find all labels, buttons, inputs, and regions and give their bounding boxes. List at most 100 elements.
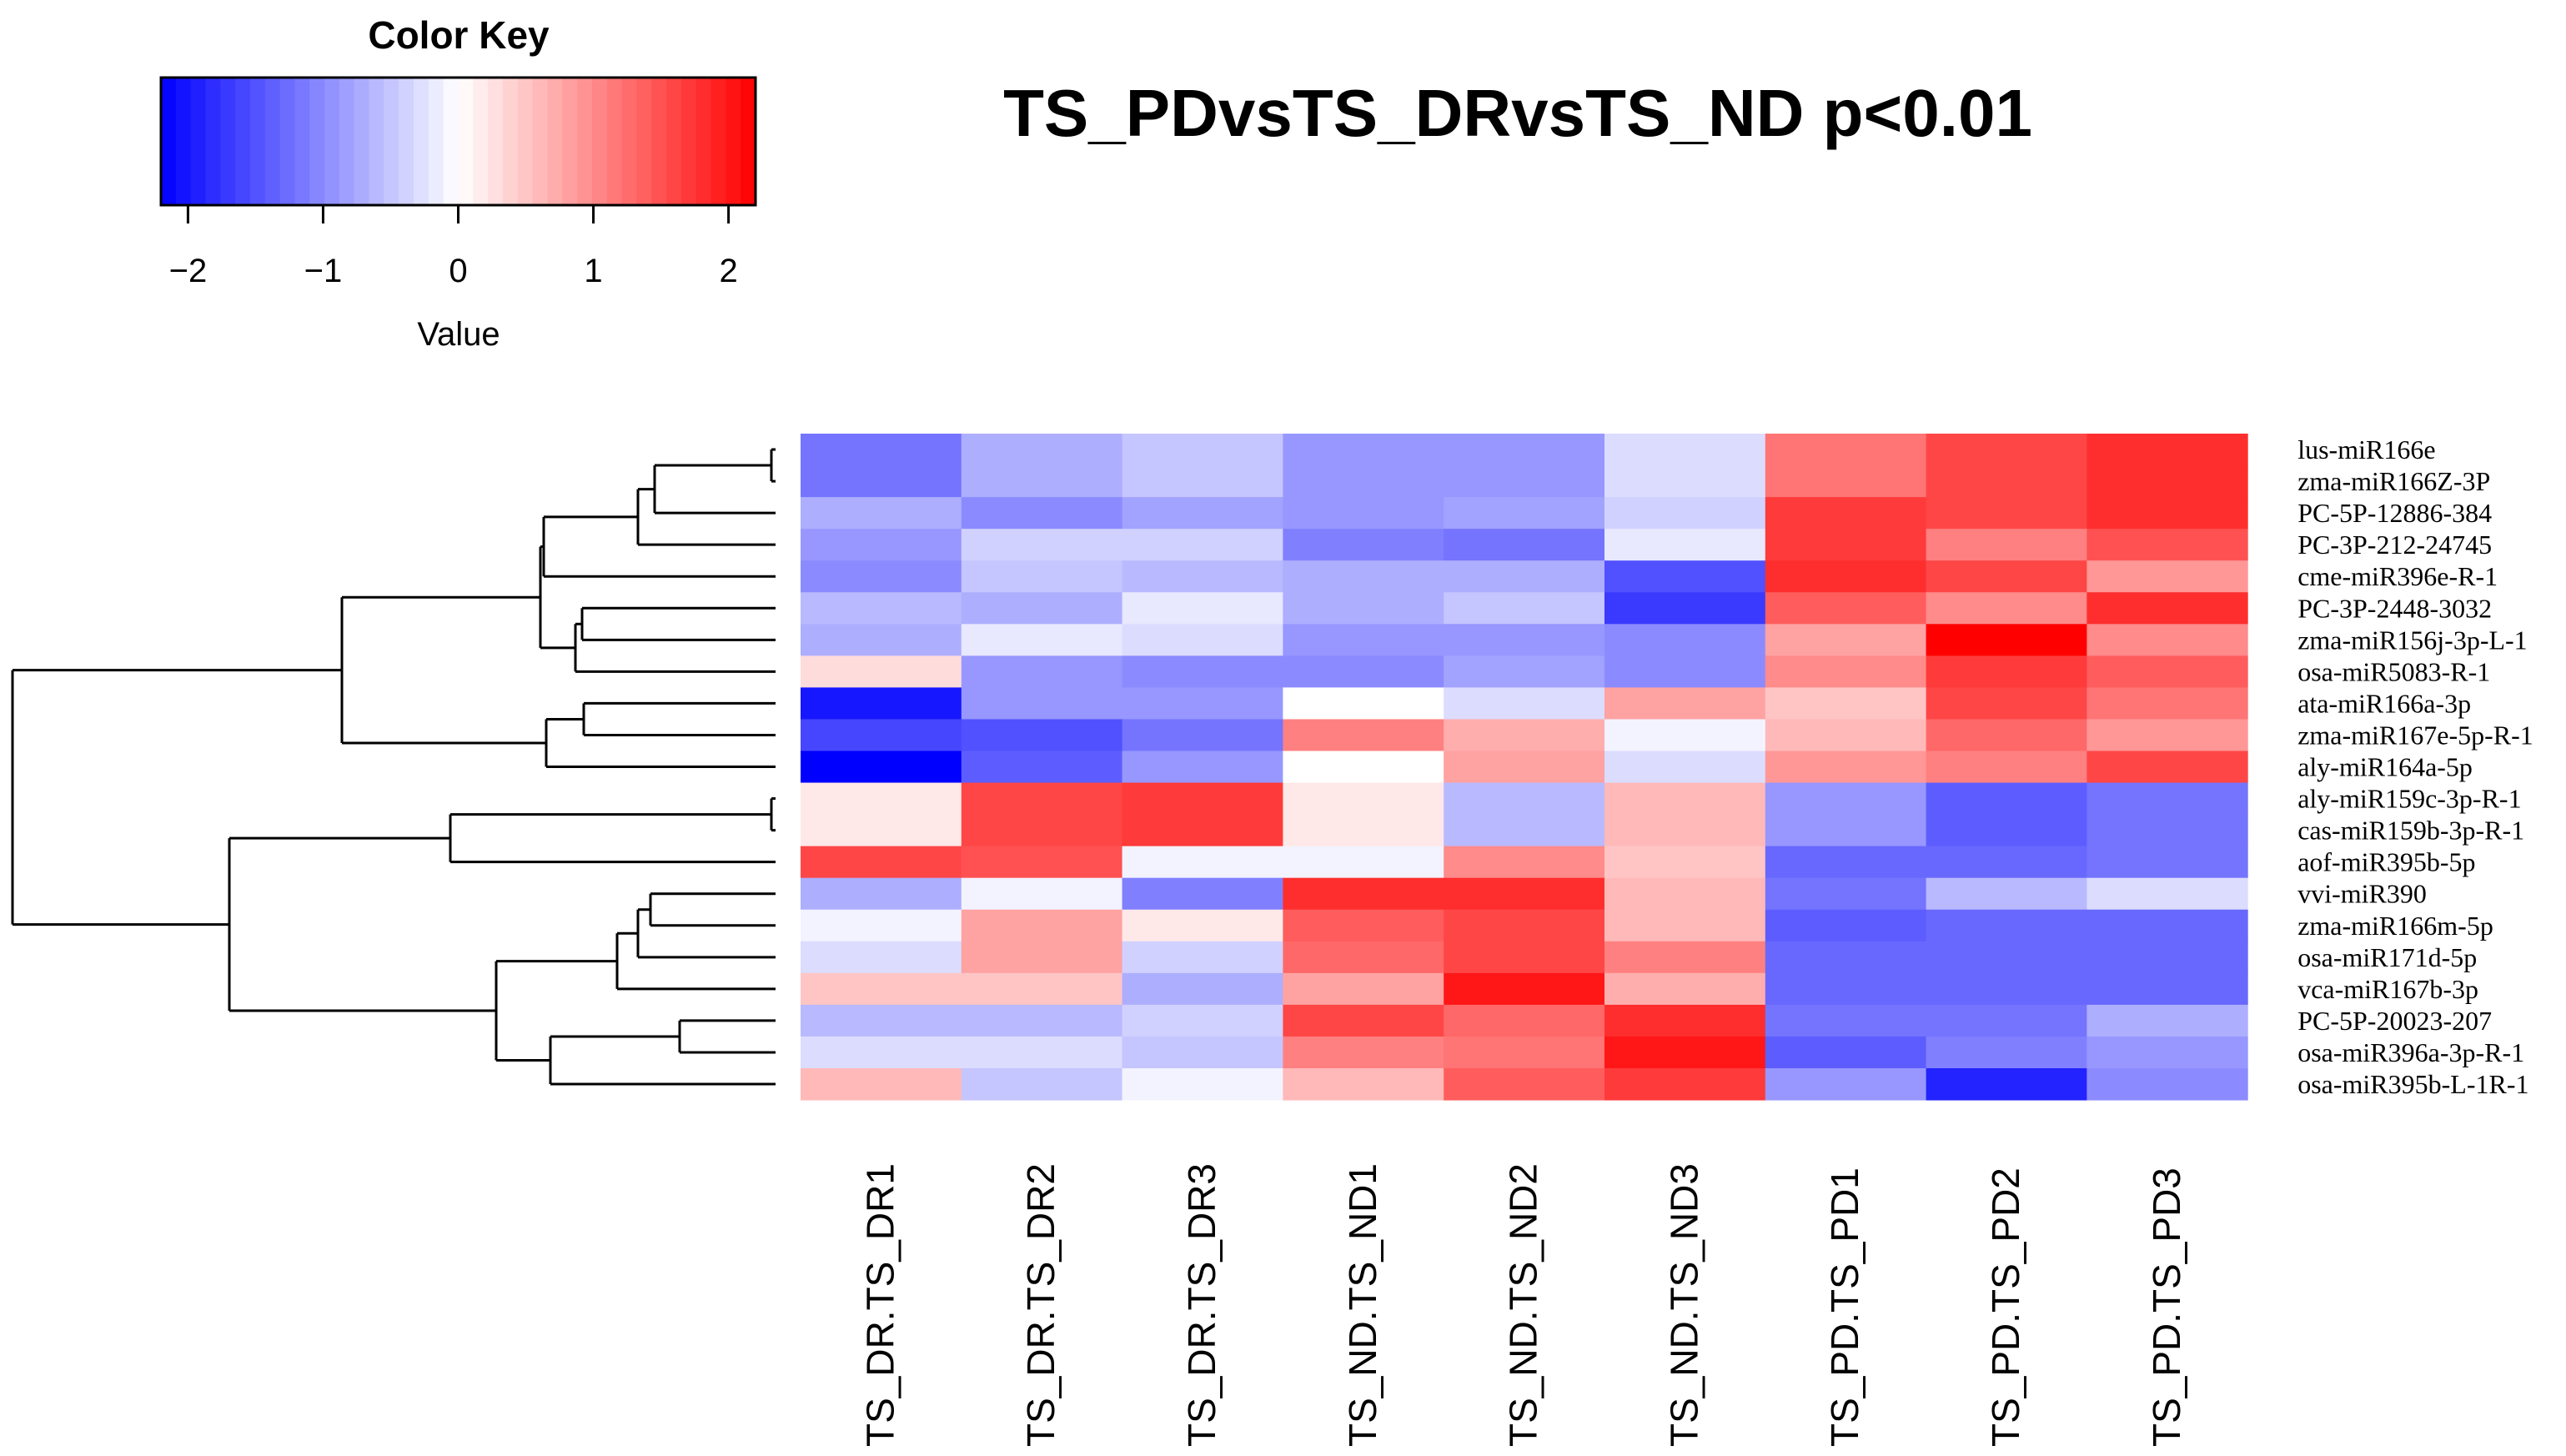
heatmap-cell: [1926, 655, 2087, 688]
heatmap-cell: [1283, 497, 1444, 530]
row-label: osa-miR5083-R-1: [2297, 656, 2490, 686]
color-key-swatch: [606, 78, 623, 205]
heatmap-cell: [1926, 941, 2087, 974]
heatmap-cell: [801, 687, 962, 720]
heatmap-cell: [2086, 846, 2248, 879]
color-key-swatch: [220, 78, 236, 205]
row-label: zma-miR167e-5p-R-1: [2297, 720, 2533, 750]
heatmap-cell: [1444, 529, 1605, 561]
heatmap-cell: [961, 1068, 1123, 1101]
heatmap-cell: [1283, 877, 1444, 911]
heatmap-cell: [1444, 751, 1605, 784]
heatmap-cell: [2086, 497, 2248, 530]
color-key-swatch: [666, 78, 682, 205]
heatmap-cell: [1926, 972, 2087, 1006]
heatmap-cell: [1122, 941, 1283, 974]
heatmap-cell: [1444, 846, 1605, 879]
heatmap-cell: [961, 814, 1123, 847]
heatmap-cell: [1283, 434, 1444, 466]
color-key-xlabel: Value: [417, 316, 500, 353]
heatmap-cell: [961, 719, 1123, 751]
color-key-swatch: [161, 78, 177, 205]
heatmap-cell: [1926, 434, 2087, 466]
heatmap-cell: [801, 941, 962, 974]
heatmap-cell: [1765, 782, 1927, 816]
heatmap-cell: [961, 497, 1123, 530]
color-key-swatch: [591, 78, 608, 205]
heatmap-cell: [1604, 751, 1766, 784]
heatmap-cell: [1765, 814, 1927, 847]
heatmap-cell: [961, 751, 1123, 784]
heatmap-cell: [1604, 655, 1766, 688]
heatmap-cell: [1604, 877, 1766, 911]
heatmap-cell: [1122, 624, 1283, 656]
heatmap-cell: [1283, 782, 1444, 816]
heatmap-cell: [1444, 719, 1605, 751]
heatmap-cell: [801, 972, 962, 1006]
heatmap-cell: [1283, 846, 1444, 879]
color-key-swatch: [577, 78, 593, 205]
heatmap-cell: [1765, 497, 1927, 530]
color-key-swatch: [488, 78, 504, 205]
color-key-swatch: [695, 78, 712, 205]
heatmap-cell: [1926, 814, 2087, 847]
heatmap-cell: [2086, 877, 2248, 911]
heatmap-cell: [801, 719, 962, 751]
color-key-swatch: [294, 78, 310, 205]
heatmap-cell: [1604, 1068, 1766, 1101]
heatmap-cell: [1604, 814, 1766, 847]
heatmap-cell: [1444, 941, 1605, 974]
heatmap-cell: [1926, 465, 2087, 498]
heatmap-cell: [1604, 1004, 1766, 1037]
heatmap-cell: [1122, 814, 1283, 847]
color-key-swatch: [458, 78, 474, 205]
row-label: cme-miR396e-R-1: [2297, 561, 2498, 591]
color-key-swatch: [517, 78, 534, 205]
heatmap-cell: [1926, 497, 2087, 530]
heatmap-cell: [1444, 909, 1605, 942]
heatmap-cell: [2086, 751, 2248, 784]
heatmap-cell: [1283, 1068, 1444, 1101]
heatmap-cell: [961, 1036, 1123, 1069]
row-label: aly-miR164a-5p: [2297, 752, 2473, 782]
heatmap-cell: [1604, 687, 1766, 720]
heatmap-cell: [1444, 624, 1605, 656]
row-dendrogram: [11, 448, 776, 1086]
heatmap-cell: [1926, 846, 2087, 879]
heatmap-cell: [1604, 782, 1766, 816]
heatmap-cell: [2086, 687, 2248, 720]
heatmap-cell: [1926, 687, 2087, 720]
heatmap-cell: [1765, 1036, 1927, 1069]
heatmap-cell: [1283, 529, 1444, 561]
heatmap-cell: [801, 655, 962, 688]
heatmap-cell: [1765, 655, 1927, 688]
heatmap-cell: [1122, 655, 1283, 688]
heatmap-cell: [1444, 1068, 1605, 1101]
heatmap-cell: [2086, 1068, 2248, 1101]
heatmap-cell: [1765, 909, 1927, 942]
heatmap-cell: [1765, 1068, 1927, 1101]
heatmap-cell: [1604, 972, 1766, 1006]
heatmap-cell: [2086, 434, 2248, 466]
heatmap-cell: [1122, 434, 1283, 466]
column-label: TS_ND.TS_ND3: [1662, 1163, 1705, 1447]
heatmap-cell: [1444, 1036, 1605, 1069]
heatmap-cell: [801, 846, 962, 879]
heatmap-cell: [1444, 592, 1605, 625]
color-key-swatch: [369, 78, 384, 205]
color-key-swatch: [651, 78, 667, 205]
heatmap-cell: [961, 434, 1123, 466]
heatmap-cell: [961, 1004, 1123, 1037]
heatmap-cell: [1926, 592, 2087, 625]
heatmap-cell: [2086, 941, 2248, 974]
heatmap-cell: [2086, 909, 2248, 942]
heatmap-cell: [1283, 972, 1444, 1006]
heatmap-cell: [1926, 909, 2087, 942]
heatmap-cell: [801, 434, 962, 466]
heatmap-cell: [1283, 465, 1444, 498]
row-label: aly-miR159c-3p-R-1: [2297, 784, 2521, 814]
heatmap-cell: [1283, 1004, 1444, 1037]
heatmap-cell: [801, 909, 962, 942]
heatmap-cell: [1604, 497, 1766, 530]
heatmap-cell: [1926, 560, 2087, 593]
